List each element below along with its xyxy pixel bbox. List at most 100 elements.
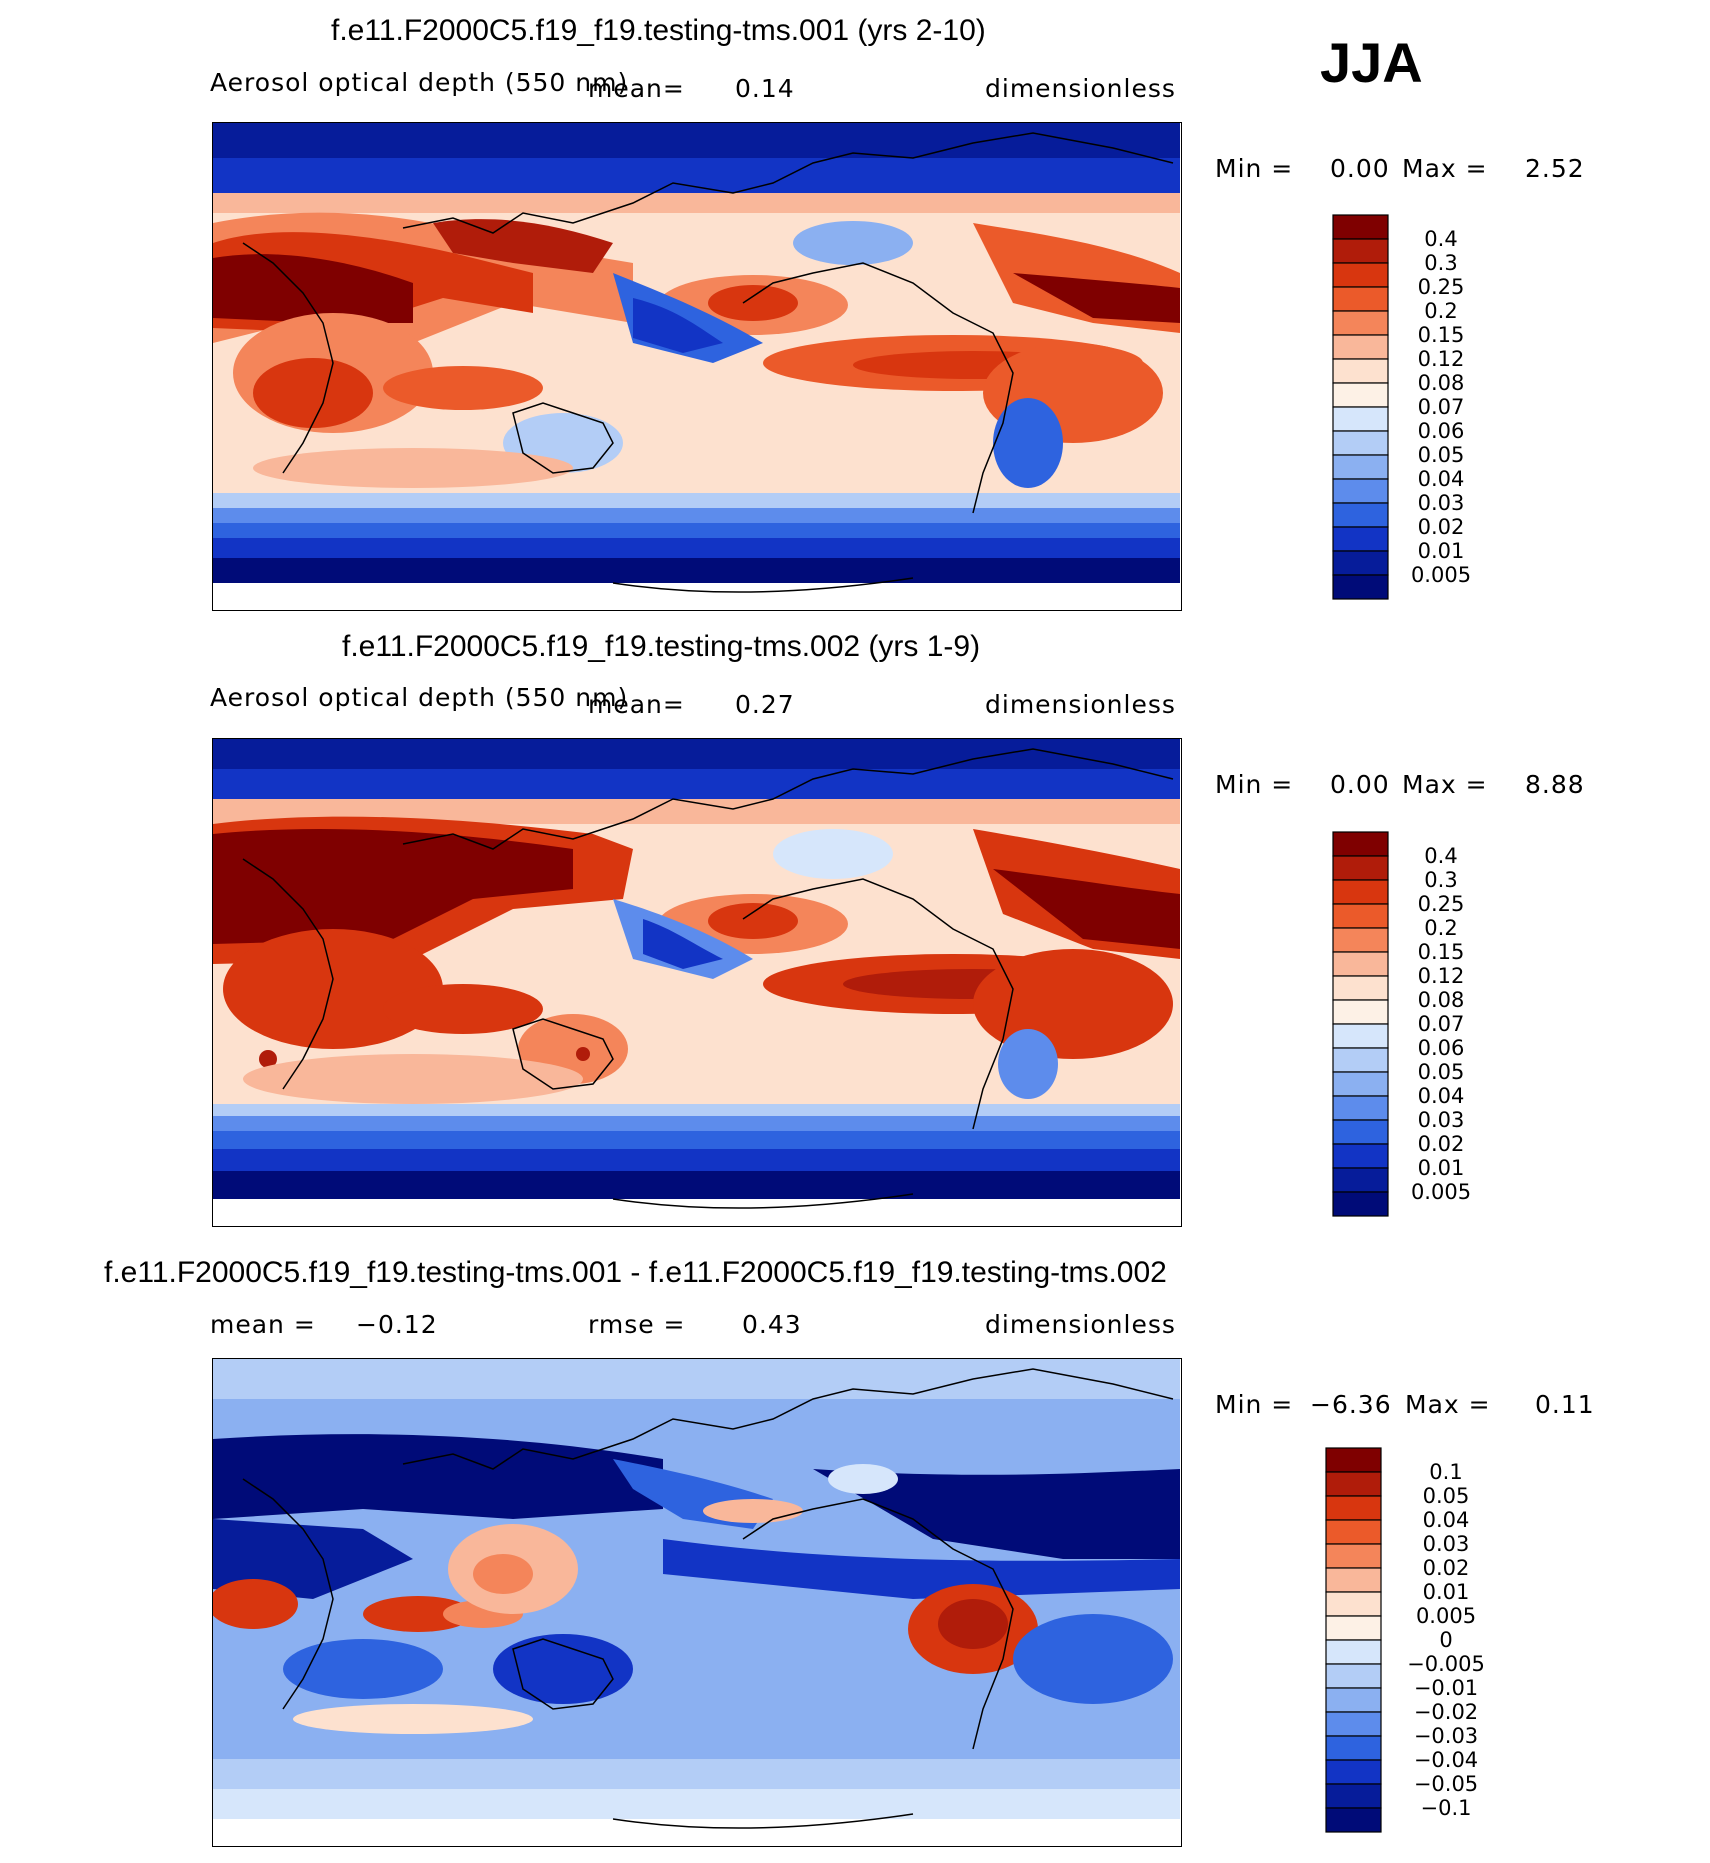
panel3-rmse-value: 0.43 <box>742 1310 802 1339</box>
colorbar-tick-label: −0.05 <box>1414 1772 1478 1796</box>
colorbar-swatch <box>1332 1143 1389 1169</box>
colorbar-tick-label: 0.005 <box>1411 563 1471 587</box>
colorbar-tick-label: 0.2 <box>1424 299 1457 323</box>
colorbar-tick-label: 0.03 <box>1418 491 1465 515</box>
colorbar-tick-label: 0.04 <box>1423 1508 1470 1532</box>
colorbar-swatch <box>1325 1759 1382 1785</box>
colorbar-swatch <box>1325 1447 1382 1473</box>
panel1-max-label: Max = <box>1402 154 1488 183</box>
panel2-max-label: Max = <box>1402 770 1488 799</box>
colorbar-tick-label: 0.4 <box>1424 844 1457 868</box>
colorbar-swatch <box>1332 262 1389 288</box>
colorbar-tick-label: 0.06 <box>1418 1036 1465 1060</box>
panel1-min-value: 0.00 <box>1330 154 1390 183</box>
colorbar-swatch <box>1332 879 1389 905</box>
panel1-max-value: 2.52 <box>1525 154 1585 183</box>
colorbar-swatch <box>1325 1495 1382 1521</box>
colorbar-swatch <box>1325 1519 1382 1545</box>
colorbar-swatch <box>1332 358 1389 384</box>
panel3-min-value: −6.36 <box>1310 1390 1392 1419</box>
colorbar-swatch <box>1332 214 1389 240</box>
colorbar-tick-label: 0.02 <box>1418 515 1465 539</box>
colorbar-swatch <box>1325 1567 1382 1593</box>
panel1-title: f.e11.F2000C5.f19_f19.testing-tms.001 (y… <box>331 14 986 47</box>
panel2-min-value: 0.00 <box>1330 770 1390 799</box>
colorbar-swatch <box>1332 382 1389 408</box>
colorbar-swatch <box>1332 550 1389 576</box>
colorbar-tick-label: 0.05 <box>1418 1060 1465 1084</box>
colorbar-tick-label: 0.03 <box>1423 1532 1470 1556</box>
colorbar-tick-label: 0.03 <box>1418 1108 1465 1132</box>
colorbar-swatch <box>1332 286 1389 312</box>
panel1-variable: Aerosol optical depth (550 nm) <box>210 68 629 97</box>
colorbar-swatch <box>1332 1047 1389 1073</box>
colorbar-swatch <box>1332 1023 1389 1049</box>
colorbar-tick-label: 0.01 <box>1418 539 1465 563</box>
panel3-max-value: 0.11 <box>1535 1390 1595 1419</box>
colorbar-tick-label: 0.005 <box>1416 1604 1476 1628</box>
colorbar-swatch <box>1332 238 1389 264</box>
panel3-mean-value: −0.12 <box>356 1310 438 1339</box>
panel3-map <box>212 1358 1182 1847</box>
colorbar-tick-label: 0.04 <box>1418 467 1465 491</box>
colorbar-tick-label: −0.04 <box>1414 1748 1478 1772</box>
colorbar-tick-label: 0.3 <box>1424 868 1457 892</box>
colorbar-swatch <box>1332 574 1389 600</box>
colorbar-swatch <box>1332 502 1389 528</box>
colorbar-swatch <box>1332 478 1389 504</box>
colorbar-tick-label: 0.4 <box>1424 227 1457 251</box>
colorbar-swatch <box>1332 999 1389 1025</box>
colorbar-tick-label: −0.02 <box>1414 1700 1478 1724</box>
colorbar-swatch <box>1332 406 1389 432</box>
colorbar-tick-label: 0.08 <box>1418 988 1465 1012</box>
colorbar-swatch <box>1332 454 1389 480</box>
colorbar-swatch <box>1325 1639 1382 1665</box>
colorbar-tick-label: 0.05 <box>1423 1484 1470 1508</box>
colorbar-tick-label: 0.07 <box>1418 1012 1465 1036</box>
colorbar-swatch <box>1332 334 1389 360</box>
colorbar-tick-label: 0.08 <box>1418 371 1465 395</box>
colorbar-tick-label: 0.01 <box>1423 1580 1470 1604</box>
colorbar-swatch <box>1325 1663 1382 1689</box>
colorbar-tick-label: 0.02 <box>1418 1132 1465 1156</box>
colorbar-tick-label: −0.03 <box>1414 1724 1478 1748</box>
colorbar-swatch <box>1325 1471 1382 1497</box>
colorbar-swatch <box>1332 855 1389 881</box>
colorbar-swatch <box>1332 1119 1389 1145</box>
colorbar-tick-label: −0.1 <box>1421 1796 1472 1820</box>
colorbar-swatch <box>1332 526 1389 552</box>
panel2-colorbar: 0.4 0.3 0.25 0.2 0.15 0.12 0.08 0.07 0.06 0.05 0.0… <box>1332 831 1513 1218</box>
colorbar-swatch <box>1332 975 1389 1001</box>
colorbar-swatch <box>1325 1783 1382 1809</box>
colorbar-swatch <box>1332 1167 1389 1193</box>
panel3-rmse-label: rmse = <box>588 1310 686 1339</box>
colorbar-swatch <box>1325 1687 1382 1713</box>
colorbar-tick-label: 0.15 <box>1418 940 1465 964</box>
colorbar-tick-label: 0.07 <box>1418 395 1465 419</box>
panel3-units: dimensionless <box>985 1310 1176 1339</box>
panel3-max-label: Max = <box>1405 1390 1491 1419</box>
panel3-min-label: Min = <box>1215 1390 1294 1419</box>
panel2-max-value: 8.88 <box>1525 770 1585 799</box>
colorbar-tick-label: 0 <box>1439 1628 1452 1652</box>
colorbar-tick-label: 0.005 <box>1411 1180 1471 1204</box>
colorbar-swatch <box>1325 1543 1382 1569</box>
season-label: JJA <box>1320 31 1423 94</box>
colorbar-swatch <box>1332 310 1389 336</box>
colorbar-swatch <box>1332 1071 1389 1097</box>
colorbar-tick-label: −0.01 <box>1414 1676 1478 1700</box>
panel1-mean-value: 0.14 <box>735 74 795 103</box>
panel2-map-field <box>213 739 1180 1225</box>
colorbar-swatch <box>1332 927 1389 953</box>
panel3-colorbar: 0.1 0.05 0.04 0.03 0.02 0.01 0.005 0 −0.005 −0.01… <box>1325 1447 1526 1834</box>
colorbar-swatch <box>1325 1591 1382 1617</box>
colorbar-tick-label: 0.25 <box>1418 275 1465 299</box>
colorbar-swatch <box>1332 903 1389 929</box>
panel2-units: dimensionless <box>985 690 1176 719</box>
colorbar-swatch <box>1332 1095 1389 1121</box>
panel2-map <box>212 738 1182 1227</box>
panel1-map <box>212 122 1182 611</box>
panel2-mean-label: mean= <box>588 690 685 719</box>
colorbar-swatch <box>1332 430 1389 456</box>
panel2-mean-value: 0.27 <box>735 690 795 719</box>
